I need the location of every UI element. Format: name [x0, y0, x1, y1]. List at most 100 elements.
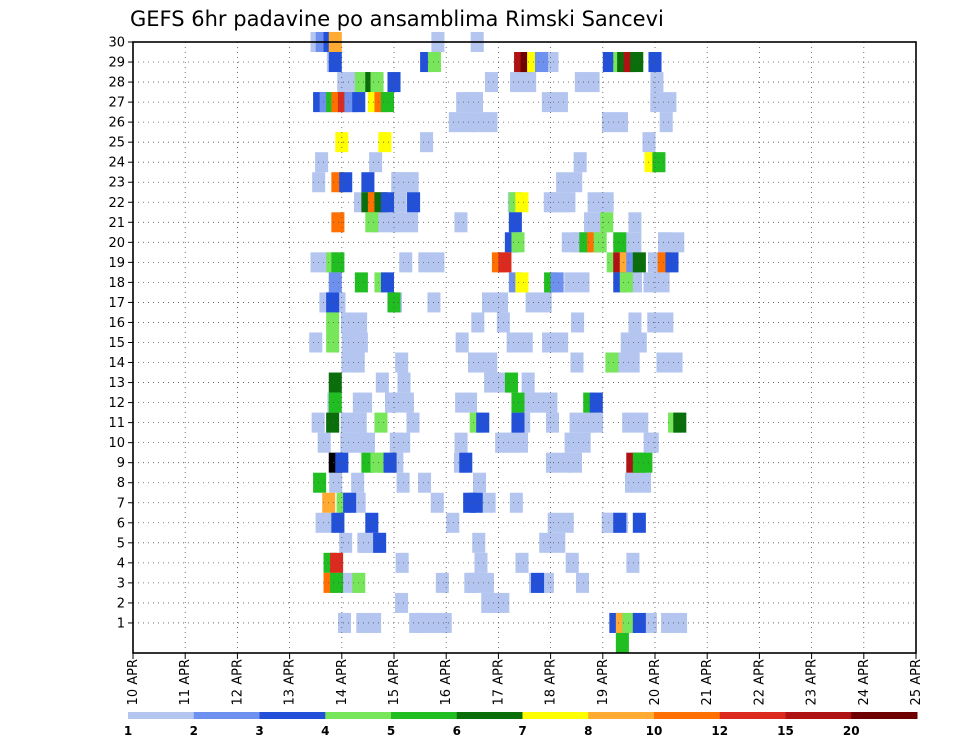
light-precip-cell [395, 592, 409, 613]
precip-cell [339, 172, 353, 193]
light-precip-cell [484, 72, 498, 93]
y-tick-label: 17 [108, 296, 125, 311]
x-tick-label: 25 APR [909, 659, 924, 705]
x-tick-label: 23 APR [805, 659, 820, 705]
colorbar-swatch [391, 712, 458, 719]
y-tick-label: 3 [117, 576, 125, 591]
colorbar-label: 15 [777, 724, 794, 738]
precip-cell [511, 232, 525, 253]
light-precip-cell [309, 332, 323, 353]
x-tick-label: 17 APR [491, 659, 506, 705]
light-precip-cell [406, 412, 420, 433]
precip-cell [330, 572, 344, 593]
precip-cell [331, 212, 345, 233]
x-tick-label: 19 APR [596, 659, 611, 705]
colorbar-label: 10 [646, 724, 663, 738]
light-precip-cell [642, 132, 656, 153]
precip-cell [508, 212, 522, 233]
precip-cell [343, 492, 357, 513]
light-precip-cell [656, 352, 683, 373]
light-precip-cell [471, 312, 485, 333]
light-precip-cell [565, 552, 579, 573]
light-precip-cell [509, 492, 523, 513]
light-precip-cell [409, 612, 423, 633]
light-precip-cell [626, 552, 640, 573]
precip-cell [673, 412, 687, 433]
light-precip-cell [481, 292, 509, 313]
colorbar-swatch [588, 712, 655, 719]
colorbar-label: 3 [255, 724, 263, 738]
light-precip-cell [474, 552, 488, 573]
light-precip-cell [368, 612, 382, 633]
precip-cell [589, 392, 603, 413]
y-tick-label: 22 [108, 196, 125, 211]
y-tick-label: 2 [117, 596, 125, 611]
precip-cell [639, 452, 653, 473]
precip-cell [632, 612, 646, 633]
light-precip-cell [643, 432, 657, 453]
precip-cell [511, 392, 525, 413]
precip-cell [374, 412, 388, 433]
colorbar-swatch [193, 712, 260, 719]
light-precip-cell [392, 212, 419, 233]
light-precip-cell [369, 152, 383, 173]
light-precip-cell [628, 212, 642, 233]
precip-cell [515, 272, 529, 293]
y-tick-label: 26 [108, 116, 125, 131]
precip-cell [427, 52, 441, 73]
light-precip-cell [455, 332, 469, 353]
light-precip-cell [542, 332, 569, 353]
y-tick-label: 14 [108, 356, 125, 371]
light-precip-cell [456, 92, 470, 113]
light-precip-cell [430, 492, 444, 513]
light-precip-cell [448, 112, 475, 133]
light-precip-cell [545, 52, 559, 73]
colorbar-swatch [654, 712, 721, 719]
y-axis-ticks: 1234567891011121314151617181920212223242… [108, 36, 133, 631]
precip-cell [370, 72, 384, 93]
y-tick-label: 27 [108, 96, 125, 111]
light-precip-cell [571, 312, 585, 333]
light-precip-cell [454, 212, 468, 233]
precip-cell [476, 412, 490, 433]
light-precip-cell [545, 412, 559, 433]
y-tick-label: 24 [108, 156, 125, 171]
colorbar-swatch [522, 712, 589, 719]
light-precip-cell [481, 592, 495, 613]
y-tick-label: 13 [108, 376, 125, 391]
colorbar-swatch [259, 712, 326, 719]
precip-cell [328, 372, 342, 393]
light-precip-cell [337, 612, 352, 633]
colorbar-label: 7 [518, 724, 526, 738]
light-precip-cell [575, 572, 589, 593]
light-precip-cell [650, 72, 664, 93]
light-precip-cell [658, 232, 685, 253]
x-tick-label: 13 APR [283, 659, 298, 705]
light-precip-cell [613, 352, 640, 373]
light-precip-cell [387, 392, 414, 413]
light-precip-cell [339, 532, 353, 553]
light-precip-cell [622, 412, 649, 433]
light-precip-cell [661, 612, 688, 633]
y-tick-label: 6 [117, 516, 125, 531]
y-tick-label: 28 [108, 76, 125, 91]
precip-cell [531, 572, 545, 593]
light-precip-cell [341, 352, 355, 373]
precip-cell [665, 252, 679, 273]
precip-cell [354, 272, 368, 293]
precip-cell [602, 52, 616, 73]
light-precip-cell [420, 132, 434, 153]
precip-cell [619, 272, 633, 293]
light-precip-cell [446, 512, 460, 533]
light-precip-cell [590, 412, 604, 433]
light-precip-cell [375, 372, 389, 393]
precip-cell [361, 172, 375, 193]
light-precip-cell [643, 272, 670, 293]
precip-cell [313, 472, 327, 493]
x-tick-label: 20 APR [648, 659, 663, 705]
light-precip-cell [471, 112, 498, 133]
light-precip-cell [601, 112, 628, 133]
light-precip-cell [482, 492, 496, 513]
x-tick-label: 22 APR [752, 659, 767, 705]
